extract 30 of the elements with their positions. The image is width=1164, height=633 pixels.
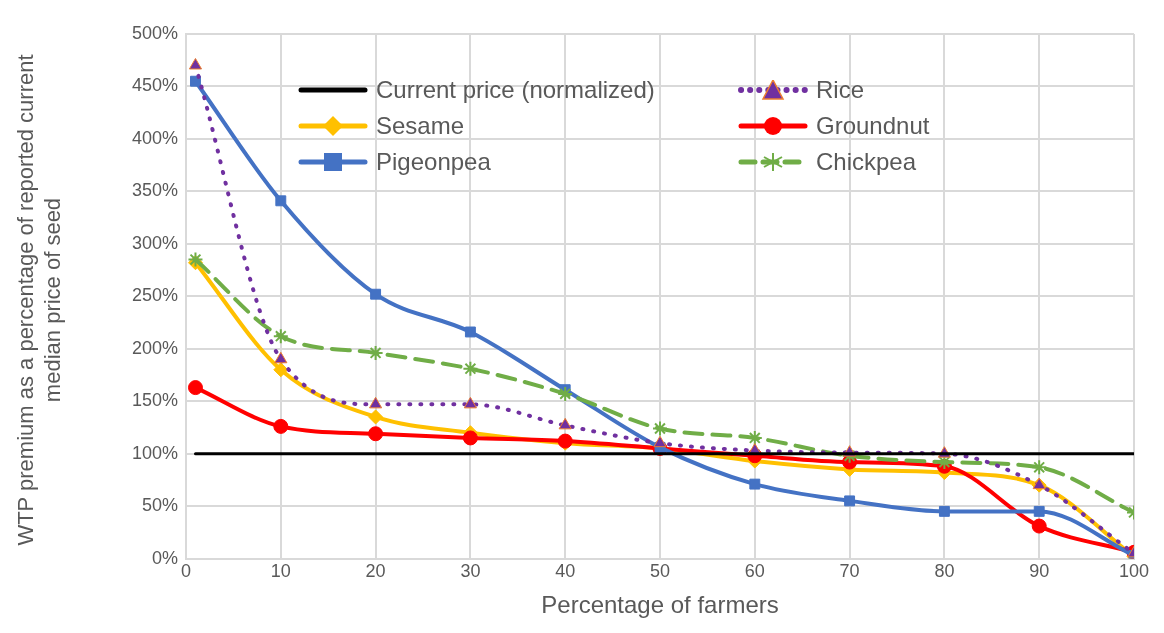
legend-label: Chickpea [816,148,917,176]
y-tick-label: 350% [131,180,178,201]
y-tick-label: 50% [141,495,178,516]
y-tick-label: 150% [131,390,178,411]
y-tick-label: 100% [131,442,178,463]
x-tick-label: 70 [839,561,860,582]
x-tick-label: 80 [934,561,955,582]
legend-label: Sesame [376,112,465,140]
y-tick-label: 300% [131,232,178,253]
x-axis-title: Percentage of farmers [541,591,779,619]
y-tick-label: 250% [131,285,178,306]
y-tick-label: 450% [131,75,178,96]
y-axis-title: WTP premium as a percentage of reported current median price of seed [12,53,66,548]
x-tick-label: 30 [460,561,481,582]
y-tick-label: 400% [131,127,178,148]
legend-label: Groundnut [816,112,930,140]
x-tick-label: 100 [1118,561,1150,582]
y-tick-label: 500% [131,22,178,43]
y-tick-label: 200% [131,337,178,358]
x-tick-label: 20 [365,561,386,582]
x-tick-label: 90 [1029,561,1050,582]
y-tick-label: 0% [151,547,178,568]
x-tick-label: 10 [270,561,291,582]
x-tick-label: 0 [180,561,192,582]
legend-label: Pigeonpea [376,148,491,176]
x-tick-label: 60 [744,561,765,582]
x-tick-label: 40 [555,561,576,582]
legend-label: Rice [816,76,865,104]
legend-label: Current price (normalized) [376,76,655,104]
x-tick-label: 50 [649,561,671,582]
